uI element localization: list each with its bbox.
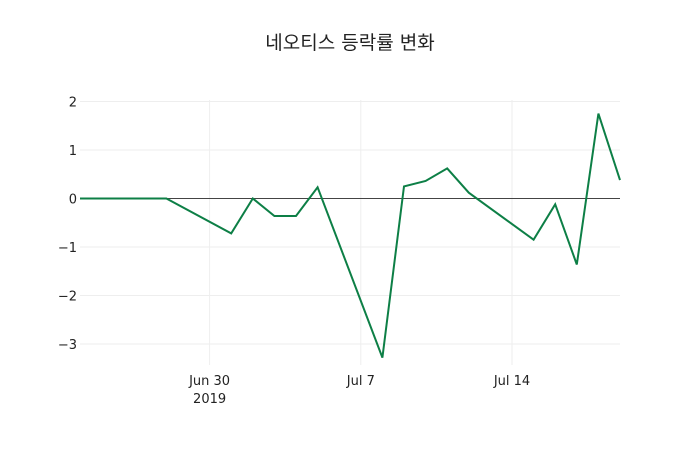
y-tick-label: −2 [58, 290, 77, 305]
y-tick-label: 2 [69, 96, 77, 111]
series-line [80, 113, 621, 358]
x-tick-label: Jul 14 [493, 374, 530, 389]
x-tick-label: Jun 30 [188, 374, 230, 389]
y-tick-label: −3 [58, 338, 77, 353]
y-tick-label: 1 [69, 144, 77, 159]
y-tick-label: −1 [58, 241, 77, 256]
y-tick-label: 0 [69, 193, 77, 208]
x-tick-sublabel: 2019 [193, 392, 226, 407]
chart-title: 네오티스 등락률 변화 [265, 32, 435, 54]
x-tick-label: Jul 7 [346, 374, 375, 389]
